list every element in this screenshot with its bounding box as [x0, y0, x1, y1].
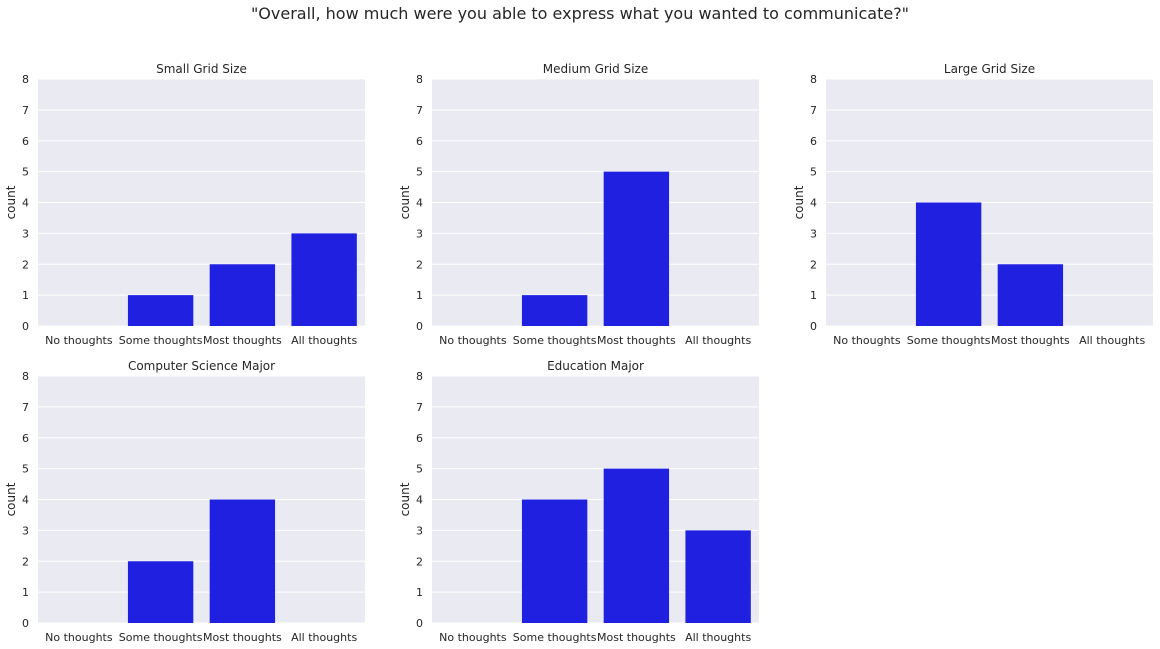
x-tick-label: All thoughts	[685, 631, 751, 644]
y-tick-label: 0	[416, 320, 423, 333]
y-tick-label: 2	[22, 555, 29, 568]
y-tick-label: 5	[810, 166, 817, 179]
x-tick-label: All thoughts	[685, 334, 751, 347]
chart-panel: 0 1 2 3 4 5 6 7 8 No thoughts Some thoughts Most th…	[398, 62, 759, 347]
chart-title: Medium Grid Size	[543, 62, 648, 76]
x-tick-label: Some thoughts	[513, 631, 597, 644]
y-tick-label: 7	[416, 104, 423, 117]
bar	[603, 468, 670, 623]
y-tick-label: 8	[416, 73, 423, 86]
figure-title: "Overall, how much were you able to expr…	[250, 4, 910, 23]
y-tick-label: 2	[416, 555, 423, 568]
bar	[521, 295, 588, 326]
x-tick-label: All thoughts	[291, 334, 357, 347]
bar	[521, 499, 588, 623]
y-tick-label: 2	[810, 258, 817, 271]
y-tick-label: 8	[416, 370, 423, 383]
y-tick-label: 5	[22, 166, 29, 179]
y-tick-label: 1	[22, 586, 29, 599]
chart-title: Education Major	[547, 359, 644, 373]
bar	[209, 499, 276, 623]
y-tick-label: 3	[416, 227, 423, 240]
y-tick-label: 1	[810, 289, 817, 302]
bar	[209, 264, 276, 326]
chart-title: Small Grid Size	[156, 62, 247, 76]
y-tick-label: 2	[22, 258, 29, 271]
x-tick-label: No thoughts	[439, 334, 507, 347]
y-tick-label: 7	[416, 401, 423, 414]
y-tick-label: 6	[416, 135, 423, 148]
bar	[127, 295, 194, 326]
y-tick-label: 2	[416, 258, 423, 271]
x-tick-label: All thoughts	[1079, 334, 1145, 347]
x-tick-label: Most thoughts	[203, 631, 282, 644]
y-tick-label: 8	[22, 73, 29, 86]
bar	[915, 202, 982, 326]
x-tick-label: Most thoughts	[991, 334, 1070, 347]
chart-panel: 0 1 2 3 4 5 6 7 8 No thoughts Some thoughts Most th…	[398, 359, 759, 644]
y-tick-label: 4	[22, 494, 29, 507]
y-tick-label: 4	[22, 197, 29, 210]
x-tick-label: Most thoughts	[597, 334, 676, 347]
bar	[127, 561, 194, 623]
bar	[685, 530, 751, 623]
y-tick-label: 6	[810, 135, 817, 148]
chart-title: Large Grid Size	[944, 62, 1035, 76]
y-tick-label: 1	[416, 289, 423, 302]
bar	[291, 233, 357, 326]
bar	[603, 171, 670, 326]
chart-panel: 0 1 2 3 4 5 6 7 8 No thoughts Some thoughts Most th…	[792, 62, 1153, 347]
x-tick-label: Most thoughts	[203, 334, 282, 347]
y-tick-label: 5	[416, 463, 423, 476]
y-tick-label: 8	[810, 73, 817, 86]
y-axis-label: count	[4, 482, 18, 516]
x-tick-label: All thoughts	[291, 631, 357, 644]
y-tick-label: 7	[22, 104, 29, 117]
x-tick-label: No thoughts	[45, 631, 113, 644]
x-tick-label: No thoughts	[45, 334, 113, 347]
y-tick-label: 6	[22, 135, 29, 148]
y-tick-label: 0	[22, 617, 29, 630]
y-tick-label: 8	[22, 370, 29, 383]
y-tick-label: 0	[416, 617, 423, 630]
x-tick-label: No thoughts	[833, 334, 901, 347]
y-tick-label: 3	[22, 227, 29, 240]
x-tick-label: No thoughts	[439, 631, 507, 644]
y-tick-label: 1	[416, 586, 423, 599]
y-tick-label: 3	[22, 524, 29, 537]
bar	[997, 264, 1064, 326]
chart-panel: 0 1 2 3 4 5 6 7 8 No thoughts Some thoughts Most th…	[4, 62, 365, 347]
y-axis-label: count	[398, 185, 412, 219]
y-tick-label: 4	[810, 197, 817, 210]
y-tick-label: 5	[22, 463, 29, 476]
x-tick-label: Some thoughts	[119, 631, 203, 644]
x-tick-label: Most thoughts	[597, 631, 676, 644]
x-tick-label: Some thoughts	[119, 334, 203, 347]
y-tick-label: 3	[810, 227, 817, 240]
y-tick-label: 6	[416, 432, 423, 445]
y-axis-label: count	[398, 482, 412, 516]
y-tick-label: 4	[416, 197, 423, 210]
x-tick-label: Some thoughts	[907, 334, 991, 347]
y-tick-label: 3	[416, 524, 423, 537]
chart-title: Computer Science Major	[128, 359, 275, 373]
chart-panel: 0 1 2 3 4 5 6 7 8 No thoughts Some thoughts Most th…	[4, 359, 365, 644]
y-axis-label: count	[792, 185, 806, 219]
y-tick-label: 4	[416, 494, 423, 507]
x-tick-label: Some thoughts	[513, 334, 597, 347]
y-tick-label: 1	[22, 289, 29, 302]
y-axis-label: count	[4, 185, 18, 219]
y-tick-label: 0	[810, 320, 817, 333]
y-tick-label: 7	[22, 401, 29, 414]
y-tick-label: 7	[810, 104, 817, 117]
y-tick-label: 5	[416, 166, 423, 179]
y-tick-label: 0	[22, 320, 29, 333]
y-tick-label: 6	[22, 432, 29, 445]
